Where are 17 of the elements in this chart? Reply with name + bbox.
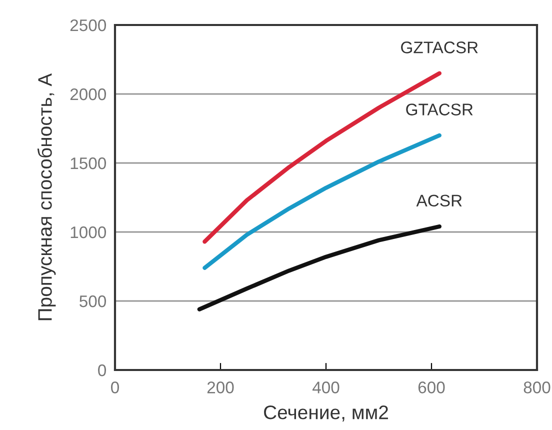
x-axis-title: Сечение, мм2	[264, 405, 388, 422]
x-tick-label: 0	[111, 382, 119, 394]
x-tick-label: 200	[207, 382, 234, 394]
y-axis-title: Пропускная способность, А	[37, 73, 56, 320]
series-label: GZTACSR	[401, 42, 478, 54]
x-tick-label: 600	[418, 382, 445, 394]
y-tick-label: 1500	[70, 157, 106, 170]
line-series	[197, 224, 442, 312]
y-tick-label: 500	[80, 295, 106, 308]
series-label: ACSR	[416, 194, 462, 207]
y-tick-label: 0	[98, 364, 106, 376]
x-tick-label: 400	[312, 382, 340, 394]
y-tick-label: 1000	[70, 226, 106, 238]
y-tick-label: 2000	[70, 88, 106, 100]
series-label: GTACSR	[406, 104, 473, 116]
x-tick-label: 800	[524, 382, 550, 394]
y-tick-label: 2500	[70, 19, 106, 32]
